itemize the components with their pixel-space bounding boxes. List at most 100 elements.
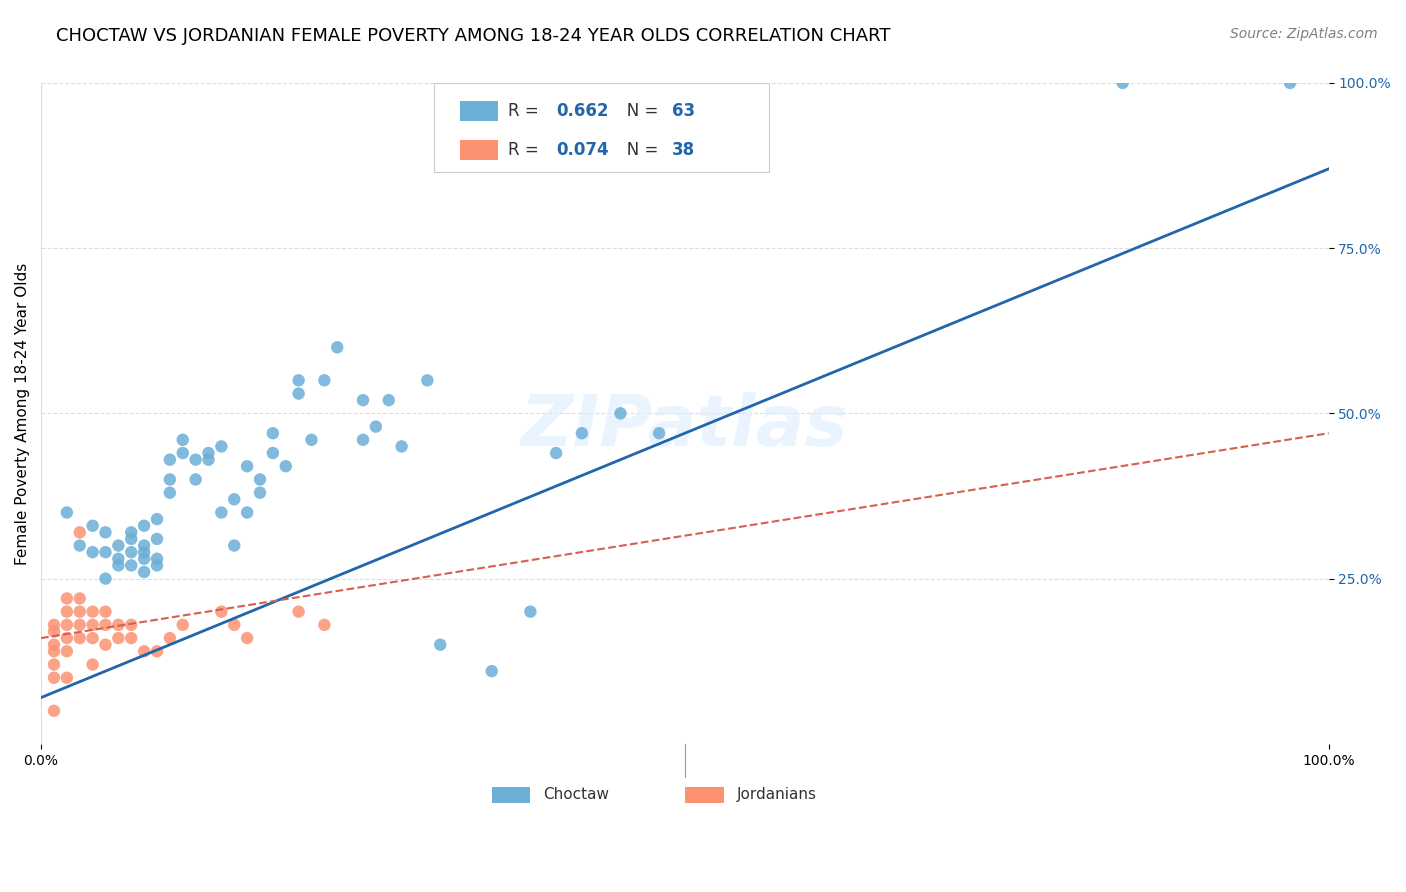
Jordanians: [56, 618, 79, 632]
Choctaw: [132, 545, 155, 559]
Choctaw: [159, 452, 181, 467]
Choctaw: [1279, 76, 1302, 90]
Jordanians: [69, 525, 91, 540]
Choctaw: [287, 373, 309, 387]
Choctaw: [132, 565, 155, 579]
Choctaw: [94, 545, 117, 559]
Choctaw: [132, 518, 155, 533]
Choctaw: [224, 492, 246, 507]
Choctaw: [56, 506, 79, 520]
Choctaw: [519, 605, 541, 619]
Choctaw: [262, 426, 284, 441]
Choctaw: [132, 539, 155, 553]
Choctaw: [94, 525, 117, 540]
Choctaw: [236, 506, 259, 520]
Choctaw: [159, 473, 181, 487]
FancyBboxPatch shape: [685, 787, 724, 804]
Choctaw: [314, 373, 336, 387]
Jordanians: [56, 605, 79, 619]
Choctaw: [69, 539, 91, 553]
Choctaw: [146, 551, 169, 566]
Jordanians: [172, 618, 194, 632]
Choctaw: [159, 485, 181, 500]
Text: Choctaw: Choctaw: [543, 788, 609, 802]
Text: ZIPatlas: ZIPatlas: [522, 392, 849, 461]
Jordanians: [314, 618, 336, 632]
Jordanians: [120, 631, 142, 645]
Jordanians: [42, 644, 65, 658]
Choctaw: [648, 426, 671, 441]
Choctaw: [120, 532, 142, 546]
Choctaw: [82, 518, 104, 533]
Text: N =: N =: [612, 141, 664, 160]
Choctaw: [94, 572, 117, 586]
Choctaw: [571, 426, 593, 441]
Jordanians: [56, 631, 79, 645]
Choctaw: [1111, 76, 1133, 90]
Jordanians: [42, 671, 65, 685]
Jordanians: [287, 605, 309, 619]
Jordanians: [94, 618, 117, 632]
Jordanians: [82, 605, 104, 619]
Jordanians: [69, 591, 91, 606]
Text: 0.662: 0.662: [557, 103, 609, 120]
Choctaw: [132, 551, 155, 566]
Jordanians: [42, 624, 65, 639]
Jordanians: [224, 618, 246, 632]
Text: 38: 38: [672, 141, 695, 160]
Choctaw: [391, 439, 413, 453]
Choctaw: [107, 539, 129, 553]
Jordanians: [94, 605, 117, 619]
Choctaw: [184, 452, 207, 467]
Text: N =: N =: [612, 103, 664, 120]
Text: R =: R =: [509, 141, 544, 160]
FancyBboxPatch shape: [492, 787, 530, 804]
Choctaw: [364, 419, 387, 434]
Choctaw: [107, 558, 129, 573]
Choctaw: [197, 446, 219, 460]
Choctaw: [236, 459, 259, 474]
Choctaw: [262, 446, 284, 460]
Choctaw: [82, 545, 104, 559]
Choctaw: [609, 406, 631, 420]
Choctaw: [352, 393, 374, 408]
Jordanians: [42, 657, 65, 672]
Choctaw: [352, 433, 374, 447]
Text: Source: ZipAtlas.com: Source: ZipAtlas.com: [1230, 27, 1378, 41]
Text: 0.074: 0.074: [557, 141, 609, 160]
Text: CHOCTAW VS JORDANIAN FEMALE POVERTY AMONG 18-24 YEAR OLDS CORRELATION CHART: CHOCTAW VS JORDANIAN FEMALE POVERTY AMON…: [56, 27, 891, 45]
Choctaw: [120, 545, 142, 559]
FancyBboxPatch shape: [434, 83, 769, 172]
Jordanians: [82, 657, 104, 672]
Choctaw: [209, 439, 232, 453]
Choctaw: [301, 433, 323, 447]
Choctaw: [197, 452, 219, 467]
Jordanians: [120, 618, 142, 632]
Choctaw: [546, 446, 568, 460]
Choctaw: [377, 393, 399, 408]
Jordanians: [42, 638, 65, 652]
Text: Jordanians: Jordanians: [737, 788, 817, 802]
Choctaw: [224, 539, 246, 553]
Text: R =: R =: [509, 103, 544, 120]
Choctaw: [172, 446, 194, 460]
Choctaw: [249, 485, 271, 500]
Choctaw: [326, 340, 349, 354]
Choctaw: [184, 473, 207, 487]
Jordanians: [209, 605, 232, 619]
FancyBboxPatch shape: [460, 102, 498, 121]
Choctaw: [120, 525, 142, 540]
Choctaw: [146, 558, 169, 573]
Jordanians: [69, 605, 91, 619]
Choctaw: [120, 558, 142, 573]
Choctaw: [107, 551, 129, 566]
Jordanians: [82, 631, 104, 645]
Jordanians: [236, 631, 259, 645]
Choctaw: [416, 373, 439, 387]
Jordanians: [56, 644, 79, 658]
Jordanians: [159, 631, 181, 645]
Jordanians: [132, 644, 155, 658]
Choctaw: [146, 532, 169, 546]
Choctaw: [429, 638, 451, 652]
Jordanians: [56, 591, 79, 606]
